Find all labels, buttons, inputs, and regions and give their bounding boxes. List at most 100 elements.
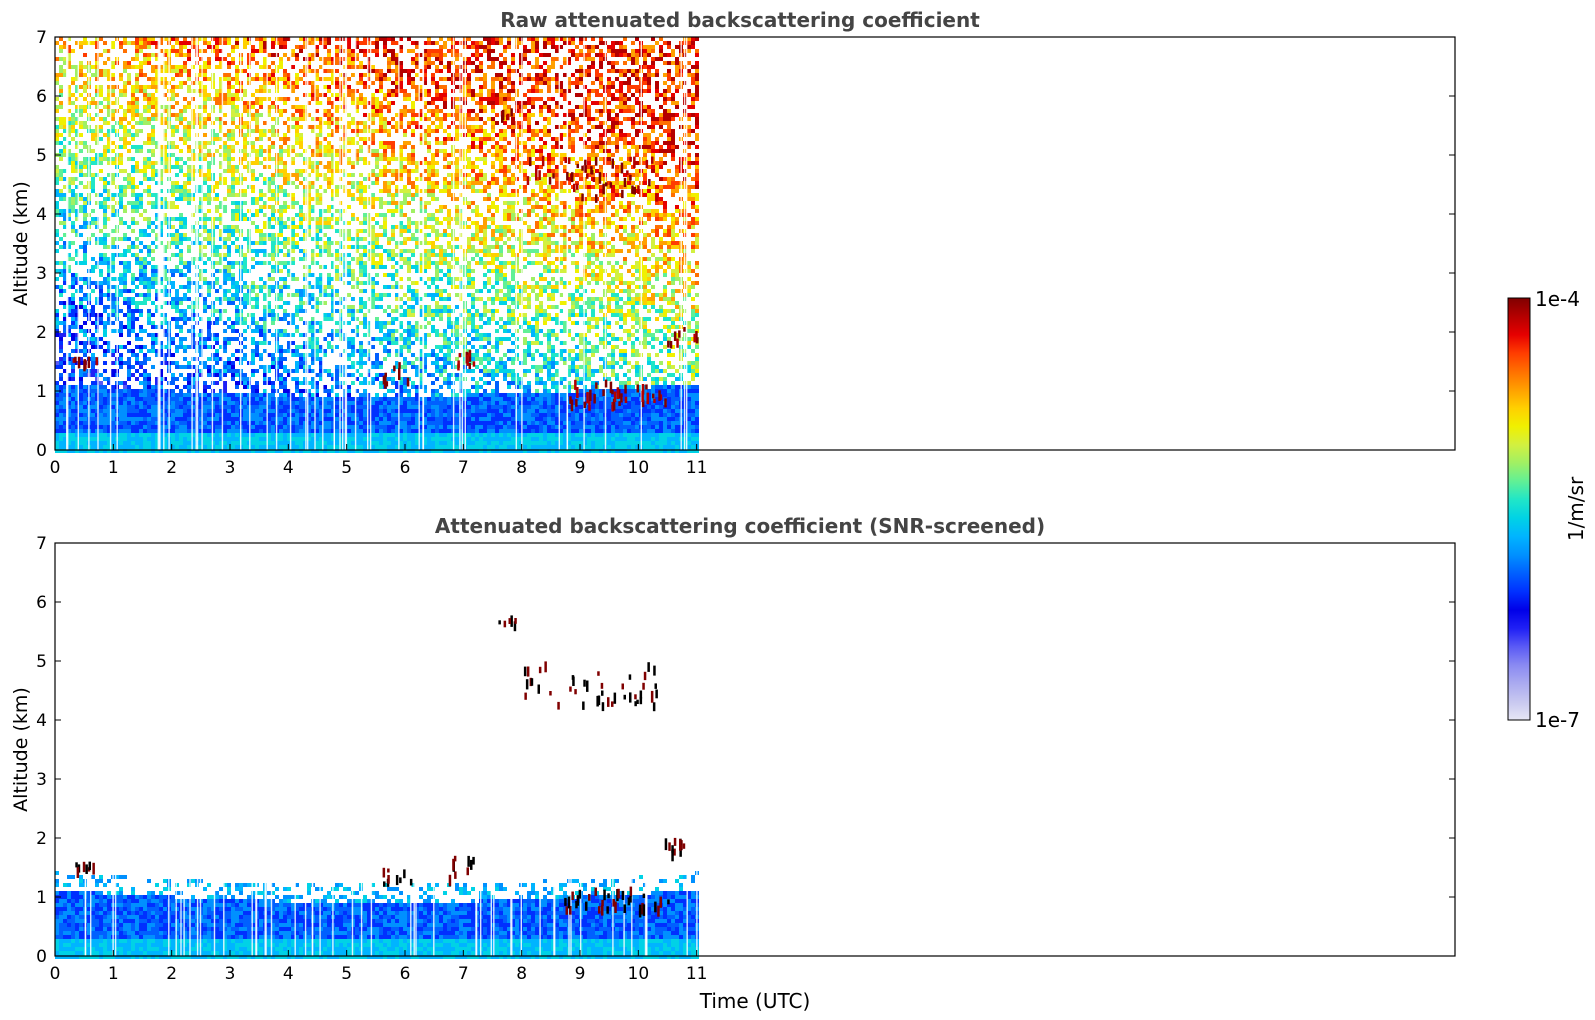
heatmap-cell: [271, 233, 275, 237]
heatmap-cell: [199, 449, 203, 453]
heatmap-cell: [59, 293, 63, 297]
heatmap-cell: [303, 409, 307, 413]
heatmap-cell: [119, 309, 123, 313]
heatmap-cell: [231, 241, 235, 245]
heatmap-cell: [155, 269, 159, 273]
heatmap-cell: [235, 385, 239, 389]
heatmap-cell: [79, 357, 83, 361]
heatmap-cell: [243, 373, 247, 377]
heatmap-cell: [79, 121, 83, 125]
heatmap-cell: [303, 249, 307, 253]
heatmap-cell: [107, 109, 111, 113]
heatmap-cell: [163, 85, 167, 89]
heatmap-cell: [243, 189, 247, 193]
heatmap-cell: [59, 345, 63, 349]
heatmap-cell: [143, 173, 147, 177]
heatmap-cell: [55, 429, 59, 433]
heatmap-cell: [159, 397, 163, 401]
heatmap-cell: [251, 169, 255, 173]
heatmap-cell: [83, 257, 87, 261]
heatmap-cell: [67, 305, 71, 309]
heatmap-cell: [127, 445, 131, 449]
heatmap-cell: [99, 161, 103, 165]
heatmap-cell: [175, 301, 179, 305]
heatmap-cell: [279, 421, 283, 425]
heatmap-cell: [351, 117, 355, 121]
heatmap-cell: [307, 325, 311, 329]
heatmap-cell: [75, 153, 79, 157]
heatmap-cell: [331, 77, 335, 81]
heatmap-cell: [203, 181, 207, 185]
heatmap-cell: [155, 101, 159, 105]
heatmap-cell: [255, 97, 259, 101]
heatmap-cell: [147, 93, 151, 97]
heatmap-cell: [79, 65, 83, 69]
heatmap-cell: [63, 437, 67, 441]
heatmap-cell: [135, 337, 139, 341]
heatmap-cell: [191, 301, 195, 305]
heatmap-cell: [103, 197, 107, 201]
heatmap-cell: [107, 281, 111, 285]
heatmap-cell: [351, 409, 355, 413]
heatmap-cell: [251, 437, 255, 441]
heatmap-cell: [219, 229, 223, 233]
heatmap-cell: [83, 165, 87, 169]
heatmap-cell: [307, 321, 311, 325]
heatmap-cell: [127, 289, 131, 293]
heatmap-cell: [263, 253, 267, 257]
heatmap-cell: [203, 197, 207, 201]
heatmap-cell: [103, 369, 107, 373]
heatmap-cell: [243, 357, 247, 361]
heatmap-cell: [119, 261, 123, 265]
heatmap-cell: [291, 333, 295, 337]
heatmap-cell: [235, 217, 239, 221]
heatmap-cell: [347, 85, 351, 89]
heatmap-cell: [227, 365, 231, 369]
heatmap-cell: [179, 449, 183, 453]
heatmap-cell: [299, 105, 303, 109]
heatmap-cell: [99, 205, 103, 209]
heatmap-cell: [199, 113, 203, 117]
heatmap-cell: [187, 413, 191, 417]
heatmap-cell: [307, 225, 311, 229]
heatmap-cell: [351, 269, 355, 273]
heatmap-cell: [147, 397, 151, 401]
heatmap-cell: [203, 345, 207, 349]
heatmap-cell: [315, 417, 319, 421]
heatmap-cell: [223, 57, 227, 61]
heatmap-cell: [159, 153, 163, 157]
heatmap-cell: [111, 433, 115, 437]
heatmap-cell: [163, 405, 167, 409]
heatmap-cell: [319, 409, 323, 413]
heatmap-cell: [259, 241, 263, 245]
heatmap-cell: [79, 401, 83, 405]
heatmap-cell: [255, 229, 259, 233]
heatmap-cell: [223, 269, 227, 273]
heatmap-cell: [183, 225, 187, 229]
heatmap-cell: [351, 217, 355, 221]
heatmap-cell: [311, 293, 315, 297]
heatmap-cell: [175, 113, 179, 117]
heatmap-cell: [75, 289, 79, 293]
heatmap-cell: [279, 97, 283, 101]
heatmap-cell: [111, 425, 115, 429]
heatmap-cell: [143, 437, 147, 441]
heatmap-cell: [299, 145, 303, 149]
heatmap-cell: [159, 381, 163, 385]
heatmap-cell: [359, 193, 363, 197]
heatmap-cell: [323, 189, 327, 193]
heatmap-cell: [75, 253, 79, 257]
heatmap-cell: [91, 361, 95, 365]
heatmap-cell: [203, 429, 207, 433]
heatmap-cell: [303, 177, 307, 181]
heatmap-cell: [227, 265, 231, 269]
heatmap-cell: [247, 313, 251, 317]
heatmap-cell: [215, 181, 219, 185]
heatmap-cell: [207, 141, 211, 145]
heatmap-cell: [179, 233, 183, 237]
heatmap-cell: [243, 37, 247, 41]
heatmap-cell: [231, 201, 235, 205]
heatmap-cell: [59, 269, 63, 273]
heatmap-cell: [203, 61, 207, 65]
heatmap-cell: [107, 173, 111, 177]
